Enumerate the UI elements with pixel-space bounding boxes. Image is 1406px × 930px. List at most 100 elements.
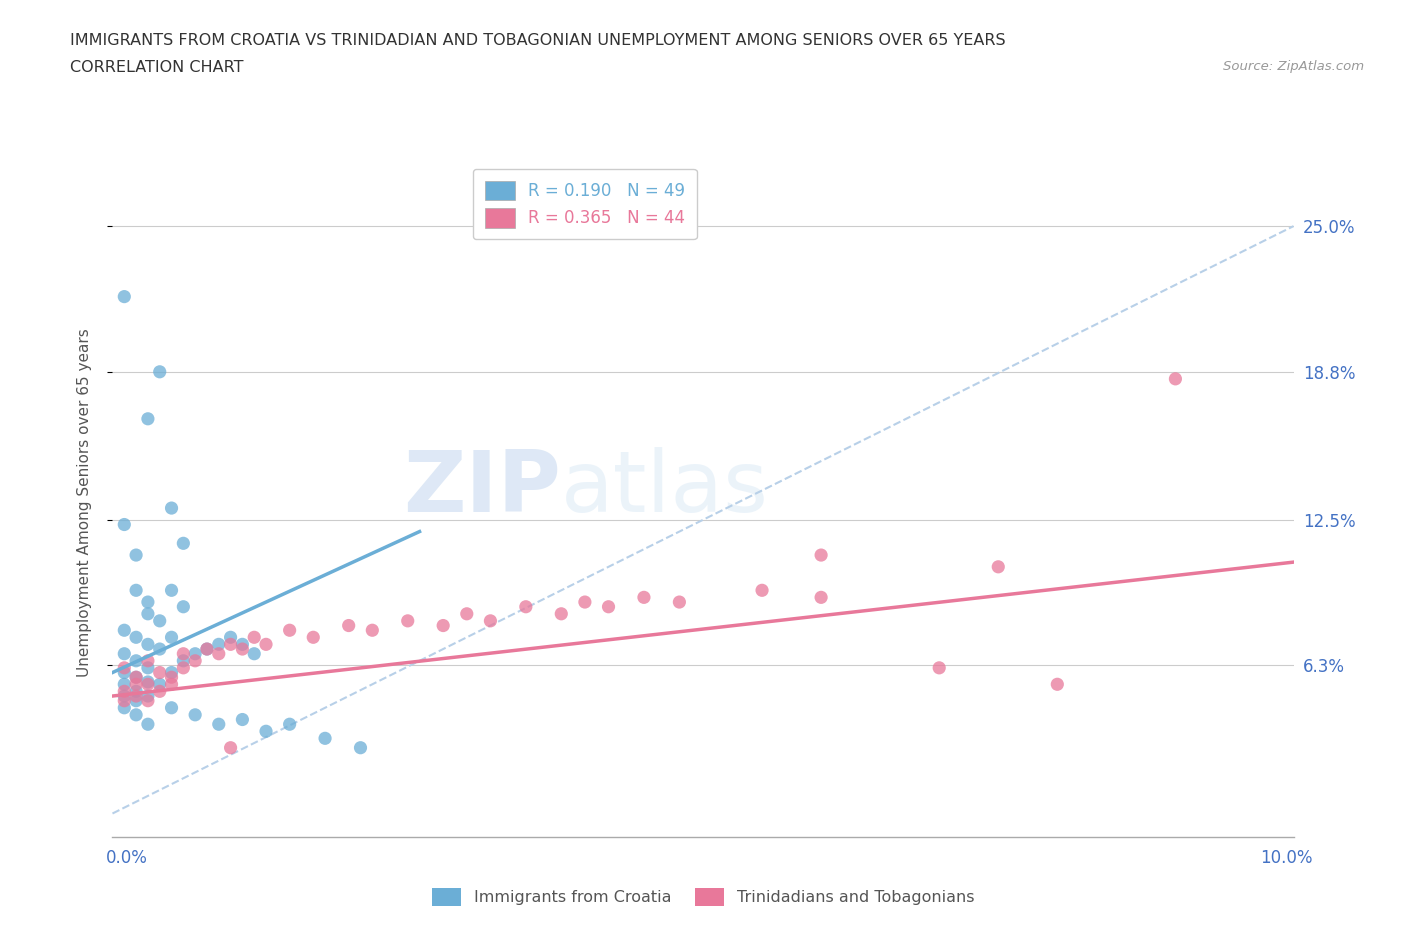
Point [208,646,231,661]
Point [112,677,135,692]
Point [136,717,159,732]
Point [160,677,183,692]
Point [136,654,159,669]
Point [195,642,218,657]
Point [149,614,172,629]
Point [112,646,135,661]
Point [479,614,502,629]
Point [125,693,148,708]
Point [219,637,242,652]
Point [136,606,159,621]
Point [136,411,159,426]
Point [810,590,832,604]
Point [136,677,159,692]
Point [149,642,172,657]
Point [112,289,135,304]
Point [254,637,277,652]
Point [550,606,572,621]
Point [184,654,207,669]
Point [219,630,242,644]
Point [160,500,183,515]
Point [125,630,148,644]
Point [184,708,207,723]
Point [149,677,172,692]
Point [125,583,148,598]
Point [278,717,301,732]
Point [112,660,135,675]
Point [136,688,159,703]
Text: CORRELATION CHART: CORRELATION CHART [70,60,243,75]
Point [574,594,596,609]
Point [337,618,360,633]
Point [125,688,148,703]
Point [125,670,148,684]
Point [361,623,384,638]
Legend: Immigrants from Croatia, Trinidadians and Tobagonians: Immigrants from Croatia, Trinidadians an… [426,882,980,912]
Point [160,630,183,644]
Point [243,646,266,661]
Text: ZIP: ZIP [404,447,561,530]
Point [112,700,135,715]
Point [1046,677,1069,692]
Y-axis label: Unemployment Among Seniors over 65 years: Unemployment Among Seniors over 65 years [77,328,91,677]
Point [112,693,135,708]
Point [432,618,454,633]
Point [456,606,478,621]
Point [219,740,242,755]
Point [112,684,135,698]
Point [195,642,218,657]
Point [987,559,1010,574]
Text: atlas: atlas [561,447,769,530]
Point [515,599,537,614]
Point [243,630,266,644]
Point [125,677,148,692]
Point [125,670,148,684]
Point [149,365,172,379]
Point [302,630,325,644]
Point [231,712,253,727]
Point [160,665,183,680]
Point [125,684,148,698]
Point [314,731,336,746]
Text: 0.0%: 0.0% [105,849,148,867]
Point [112,688,135,703]
Point [160,583,183,598]
Point [598,599,620,614]
Point [1164,371,1187,386]
Point [112,623,135,638]
Point [278,623,301,638]
Point [172,660,194,675]
Point [751,583,773,598]
Point [136,660,159,675]
Point [112,517,135,532]
Point [172,646,194,661]
Point [149,665,172,680]
Point [125,708,148,723]
Point [136,693,159,708]
Point [254,724,277,738]
Point [136,674,159,689]
Point [810,548,832,563]
Text: 10.0%: 10.0% [1260,849,1313,867]
Point [208,637,231,652]
Text: IMMIGRANTS FROM CROATIA VS TRINIDADIAN AND TOBAGONIAN UNEMPLOYMENT AMONG SENIORS: IMMIGRANTS FROM CROATIA VS TRINIDADIAN A… [70,33,1005,47]
Legend: R = 0.190   N = 49, R = 0.365   N = 44: R = 0.190 N = 49, R = 0.365 N = 44 [472,169,697,239]
Point [349,740,371,755]
Point [125,548,148,563]
Point [633,590,655,604]
Point [184,646,207,661]
Point [231,637,253,652]
Point [125,654,148,669]
Point [149,684,172,698]
Point [231,642,253,657]
Point [208,717,231,732]
Point [136,637,159,652]
Point [160,670,183,684]
Point [172,536,194,551]
Point [172,599,194,614]
Point [160,700,183,715]
Point [112,665,135,680]
Point [136,594,159,609]
Point [668,594,690,609]
Point [172,654,194,669]
